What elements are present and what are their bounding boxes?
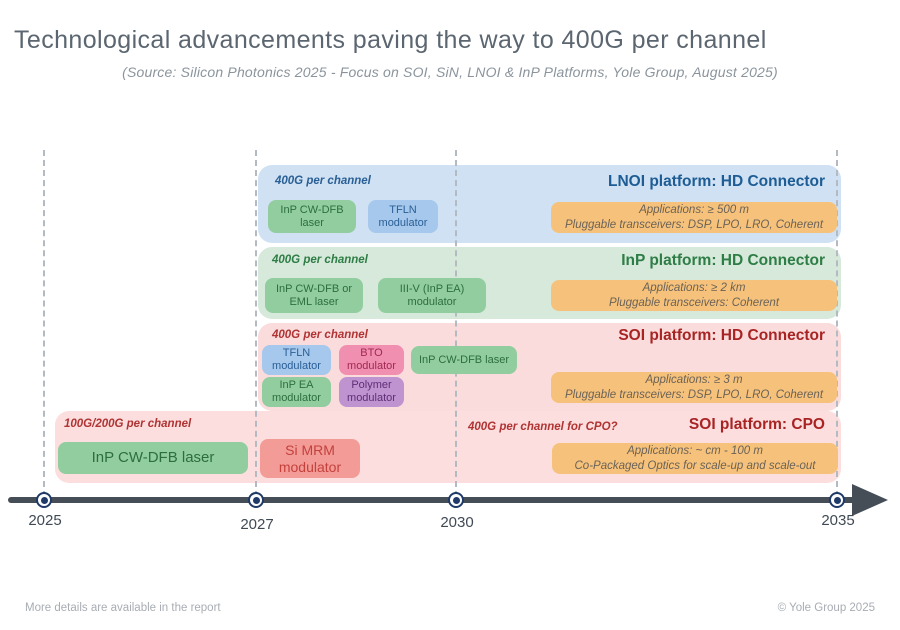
timeline-axis [8,497,857,503]
applications-box: Applications: ≥ 3 m Pluggable transceive… [551,372,837,403]
gridline-2035 [836,150,838,497]
band-soi-cpo: 100G/200G per channel 400G per channel f… [55,411,841,483]
timeline-marker-2035 [829,492,845,508]
marker-dot [40,496,48,504]
chip-tfln-modulator: TFLN modulator [368,200,438,233]
channel-label: 400G per channel [275,175,371,187]
chip-inp-cw-dfb-laser: InP CW-DFB laser [58,442,248,474]
platform-title: InP platform: HD Connector [621,252,825,269]
year-label-2027: 2027 [240,516,274,533]
applications-line2: Pluggable transceivers: DSP, LPO, LRO, C… [564,218,824,231]
platform-title: SOI platform: HD Connector [618,327,825,344]
timeline-marker-2025 [36,492,52,508]
band-lnoi-hd-connector: 400G per channel LNOI platform: HD Conne… [258,165,841,243]
gridline-2027 [255,150,257,497]
channel-label: 400G per channel [272,329,368,341]
applications-line1: Applications: ≥ 500 m [639,203,749,216]
chip-iii-v-inp-ea-modulator: III-V (InP EA) modulator [378,278,486,313]
chip-bto-modulator: BTO modulator [339,345,404,375]
year-label-2035: 2035 [821,512,855,529]
gridline-2025 [43,150,45,497]
timeline-marker-2030 [448,492,464,508]
gridline-2030 [455,150,457,497]
platform-title: SOI platform: CPO [688,416,825,433]
chip-inp-cw-dfb-laser: InP CW-DFB laser [268,200,356,233]
footer-note: More details are available in the report [25,602,221,614]
channel-label: 400G per channel [272,254,368,266]
marker-dot [833,496,841,504]
marker-dot [252,496,260,504]
applications-box: Applications: ~ cm - 100 m Co-Packaged O… [552,443,838,474]
chip-polymer-modulator: Polymer modulator [339,377,404,407]
year-label-2030: 2030 [440,514,474,531]
chip-tfln-modulator: TFLN modulator [262,345,331,375]
applications-line2: Co-Packaged Optics for scale-up and scal… [574,459,816,472]
applications-box: Applications: ≥ 500 m Pluggable transcei… [551,202,837,233]
channel-label-cpo-question: 400G per channel for CPO? [468,421,618,433]
band-soi-hd-connector: 400G per channel SOI platform: HD Connec… [258,323,841,411]
page-title: Technological advancements paving the wa… [14,26,767,54]
applications-line2: Pluggable transceivers: DSP, LPO, LRO, C… [564,388,824,401]
year-label-2025: 2025 [28,512,62,529]
chip-inp-cw-dfb-or-eml-laser: InP CW-DFB or EML laser [265,278,363,313]
page-subtitle: (Source: Silicon Photonics 2025 - Focus … [122,64,778,80]
channel-label: 100G/200G per channel [64,418,192,430]
timeline-marker-2027 [248,492,264,508]
applications-line2: Pluggable transceivers: Coherent [608,296,780,309]
chip-si-mrm-modulator: Si MRM modulator [260,439,360,478]
timeline-arrowhead-icon [852,484,888,516]
chip-inp-cw-dfb-laser: InP CW-DFB laser [411,346,517,374]
footer-copyright: © Yole Group 2025 [777,602,875,614]
chip-inp-ea-modulator: InP EA modulator [262,377,331,407]
applications-line1: Applications: ~ cm - 100 m [627,444,763,457]
applications-line1: Applications: ≥ 2 km [642,281,746,294]
applications-line1: Applications: ≥ 3 m [645,373,743,386]
band-inp-hd-connector: 400G per channel InP platform: HD Connec… [258,247,841,319]
marker-dot [452,496,460,504]
platform-title: LNOI platform: HD Connector [608,173,825,190]
applications-box: Applications: ≥ 2 km Pluggable transceiv… [551,280,837,311]
